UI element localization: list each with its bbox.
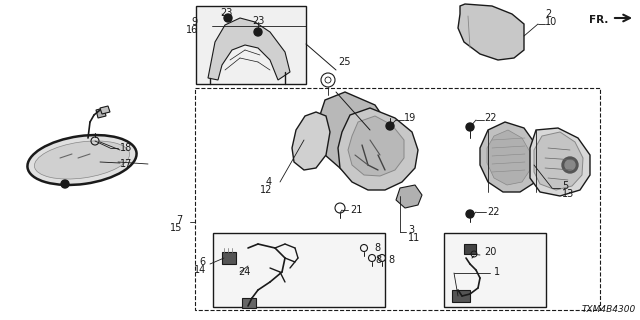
Text: 22: 22 [487,207,499,217]
Text: 1: 1 [494,267,500,277]
Text: FR.: FR. [589,15,608,25]
Text: 8: 8 [374,243,380,253]
Circle shape [254,28,262,36]
Ellipse shape [35,141,129,179]
Polygon shape [96,108,106,118]
Polygon shape [458,4,524,60]
Circle shape [386,122,394,130]
Bar [464,244,476,254]
Circle shape [466,123,474,131]
Text: 8: 8 [375,255,381,265]
Bar [195,88,600,310]
Text: 3: 3 [408,225,414,235]
Text: 22: 22 [484,113,497,123]
Text: 4: 4 [266,177,272,187]
Bar [196,6,306,84]
Polygon shape [534,132,583,190]
Text: 12: 12 [260,185,272,195]
Bar [444,233,546,307]
Bar [222,252,236,264]
Ellipse shape [28,135,136,185]
Text: 13: 13 [562,189,574,199]
Text: 10: 10 [545,17,557,27]
Text: 23: 23 [252,16,264,26]
Text: 6: 6 [200,257,206,267]
Text: 14: 14 [194,265,206,275]
Text: 8: 8 [388,255,394,265]
Polygon shape [487,130,530,185]
Polygon shape [338,108,418,190]
Text: TXM4B4300: TXM4B4300 [582,305,636,314]
Polygon shape [396,185,422,208]
Text: 5: 5 [562,181,568,191]
Polygon shape [208,18,290,80]
Circle shape [61,180,69,188]
Text: 15: 15 [170,223,182,233]
Text: 23: 23 [220,8,232,18]
Circle shape [565,160,575,170]
Bar [213,233,385,307]
Polygon shape [348,116,404,176]
Circle shape [466,210,474,218]
Text: 11: 11 [408,233,420,243]
Text: 25: 25 [338,57,351,67]
Circle shape [224,14,232,22]
Polygon shape [100,106,110,114]
Circle shape [562,157,578,173]
Text: 7: 7 [176,215,182,225]
Text: 24: 24 [238,267,250,277]
Text: 9: 9 [192,17,198,27]
Polygon shape [530,128,590,196]
Text: 17: 17 [120,159,132,169]
Polygon shape [315,92,392,178]
Bar [242,298,256,308]
Polygon shape [292,112,330,170]
Text: 21: 21 [350,205,362,215]
Bar [452,290,470,302]
Text: 19: 19 [404,113,416,123]
Text: 20: 20 [484,247,497,257]
Text: 18: 18 [120,143,132,153]
Text: 16: 16 [186,25,198,35]
Polygon shape [480,122,538,192]
Text: 2: 2 [545,9,551,19]
